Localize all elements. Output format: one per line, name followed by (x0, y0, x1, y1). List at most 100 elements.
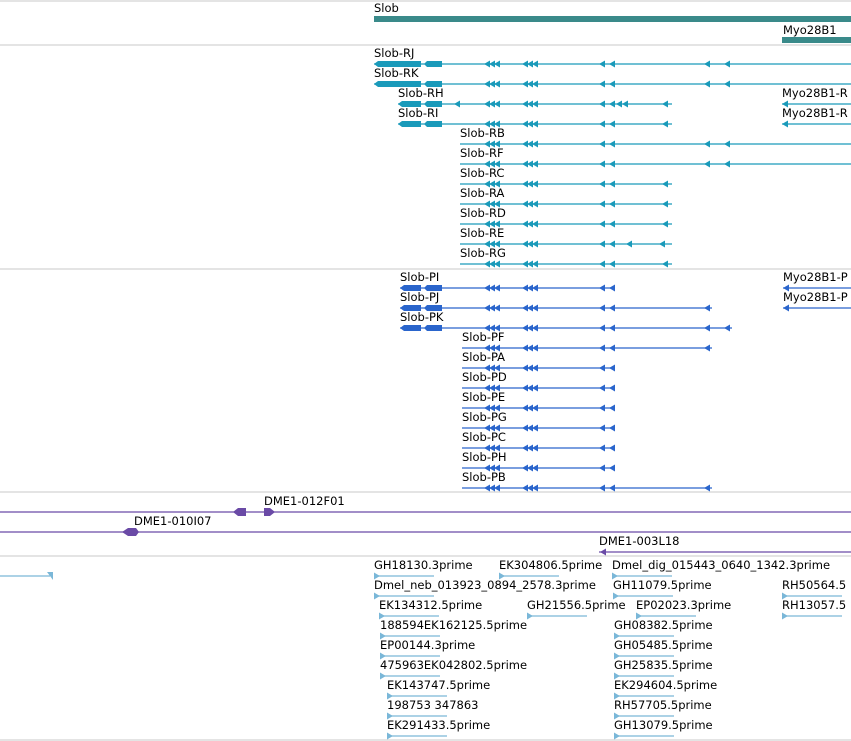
mrna-strand-arrow (494, 220, 500, 228)
est-feature[interactable]: EK134312.5prime (379, 598, 482, 620)
protein-strand-arrow (599, 324, 605, 332)
mrna-feature[interactable]: Myo28B1-R (782, 106, 851, 128)
mrna-strand-arrow (484, 200, 490, 208)
mrna-feature[interactable]: Slob-RG (460, 246, 672, 268)
mrna-strand-arrow (724, 140, 730, 148)
mrna-feature[interactable]: Slob-RF (460, 146, 851, 168)
mrna-label: Myo28B1-R (782, 86, 848, 100)
protein-strand-arrow (494, 304, 500, 312)
protein-strand-arrow (484, 404, 490, 412)
protein-label: Slob-PE (462, 390, 505, 404)
mrna-strand-arrow (527, 240, 533, 248)
mrna-feature[interactable]: Slob-RH (398, 86, 672, 108)
protein-feature[interactable]: Slob-PI (400, 270, 615, 292)
mrna-strand-arrow (484, 220, 490, 228)
protein-feature[interactable]: Slob-PA (462, 350, 615, 372)
mrna-exon (398, 101, 421, 107)
protein-label: Myo28B1-P (783, 270, 848, 284)
protein-strand-arrow (532, 384, 538, 392)
mrna-strand-arrow (616, 100, 622, 108)
protein-feature[interactable]: Slob-PJ (400, 290, 712, 312)
protein-strand-arrow (532, 304, 538, 312)
protein-label: Slob-PF (462, 330, 505, 344)
protein-exon (424, 285, 442, 291)
mrna-track: Slob-RJ Slob-RK Slob-RH Myo28B1-R Slob-RI Myo… (374, 46, 851, 268)
mrna-strand-arrow (599, 140, 605, 148)
est-feature[interactable]: GH25835.5prime (614, 658, 713, 680)
mrna-strand-arrow (599, 220, 605, 228)
gene-bar-myo28b1[interactable] (782, 37, 851, 43)
est-feature[interactable]: EP00144.3prime (380, 638, 475, 660)
protein-feature[interactable]: Slob-PB (462, 470, 712, 492)
est-feature[interactable]: GH11079.5prime (613, 578, 712, 600)
est-end-marker (387, 712, 393, 720)
est-end-marker (782, 592, 788, 600)
mrna-strand-arrow (704, 60, 710, 68)
mrna-strand-arrow (489, 120, 495, 128)
est-feature[interactable]: GH08382.5prime (614, 618, 713, 640)
mrna-strand-arrow (599, 160, 605, 168)
est-feature[interactable]: EK304806.5prime (499, 558, 602, 580)
clone-strand-arrow (600, 548, 606, 556)
est-feature[interactable]: GH21556.5prime (527, 598, 626, 620)
clone-label: DME1-012F01 (264, 494, 345, 508)
est-feature[interactable]: RH50564.5 (782, 578, 846, 600)
protein-feature[interactable]: Slob-PH (462, 450, 615, 472)
est-end-marker (527, 612, 533, 620)
mrna-exon (398, 121, 421, 127)
mrna-feature[interactable]: Slob-RE (460, 226, 672, 248)
est-feature[interactable]: 475963EK042802.5prime (380, 658, 527, 680)
est-feature[interactable]: RH13057.5 (782, 598, 846, 620)
est-feature[interactable]: 188594EK162125.5prime (380, 618, 527, 640)
est-feature[interactable]: EK294604.5prime (614, 678, 717, 700)
est-feature[interactable]: GH18130.3prime (374, 558, 473, 580)
mrna-feature[interactable]: Myo28B1-R (782, 86, 851, 108)
est-feature[interactable]: 198753 347863 (387, 698, 478, 720)
protein-label: Slob-PH (462, 450, 507, 464)
mrna-strand-arrow (494, 180, 500, 188)
est-feature[interactable]: GH13079.5prime (614, 718, 713, 740)
mrna-label: Slob-RE (460, 226, 504, 240)
est-feature[interactable]: EK143747.5prime (387, 678, 490, 700)
mrna-strand-arrow (609, 140, 615, 148)
protein-feature[interactable]: Slob-PK (400, 310, 732, 332)
est-feature[interactable]: GH05485.5prime (614, 638, 713, 660)
protein-label: Slob-PK (400, 310, 444, 324)
protein-feature[interactable]: Myo28B1-P (783, 270, 851, 292)
est-label: GH13079.5prime (614, 718, 713, 732)
mrna-strand-arrow (662, 180, 668, 188)
est-feature[interactable]: EK291433.5prime (387, 718, 490, 740)
protein-strand-arrow (527, 324, 533, 332)
mrna-strand-arrow (662, 100, 668, 108)
mrna-strand-arrow (522, 260, 528, 268)
mrna-exon (424, 121, 442, 127)
est-feature[interactable]: EP02023.3prime (636, 598, 731, 620)
gene-bar-slob[interactable] (374, 16, 851, 22)
mrna-feature[interactable]: Slob-RB (460, 126, 851, 148)
est-feature[interactable]: Dmel_dig_015443_0640_1342.3prime (612, 558, 830, 580)
protein-exon (424, 305, 442, 311)
protein-feature[interactable]: Myo28B1-P (783, 290, 851, 312)
mrna-feature[interactable]: Slob-RA (460, 186, 672, 208)
est-feature[interactable]: Dmel_neb_013923_0894_2578.3prime (374, 578, 596, 600)
mrna-feature[interactable]: Slob-RC (460, 166, 672, 188)
protein-strand-arrow (522, 444, 528, 452)
mrna-label: Slob-RJ (374, 46, 414, 60)
protein-feature[interactable]: Slob-PD (462, 370, 615, 392)
mrna-strand-arrow (609, 260, 615, 268)
mrna-feature[interactable]: Slob-RJ (374, 46, 851, 68)
mrna-feature[interactable]: Slob-RD (460, 206, 672, 228)
protein-feature[interactable]: Slob-PF (462, 330, 712, 352)
mrna-strand-arrow (454, 100, 460, 108)
protein-feature[interactable]: Slob-PG (462, 410, 615, 432)
mrna-strand-arrow (484, 240, 490, 248)
protein-feature[interactable]: Slob-PE (462, 390, 615, 412)
mrna-feature[interactable]: Slob-RI (398, 106, 672, 128)
protein-strand-arrow (494, 444, 500, 452)
mrna-strand-arrow (484, 80, 490, 88)
mrna-feature[interactable]: Slob-RK (374, 66, 851, 88)
protein-label: Slob-PB (462, 470, 506, 484)
protein-feature[interactable]: Slob-PC (462, 430, 615, 452)
est-feature[interactable]: RH57705.5prime (614, 698, 712, 720)
mrna-strand-arrow (522, 80, 528, 88)
